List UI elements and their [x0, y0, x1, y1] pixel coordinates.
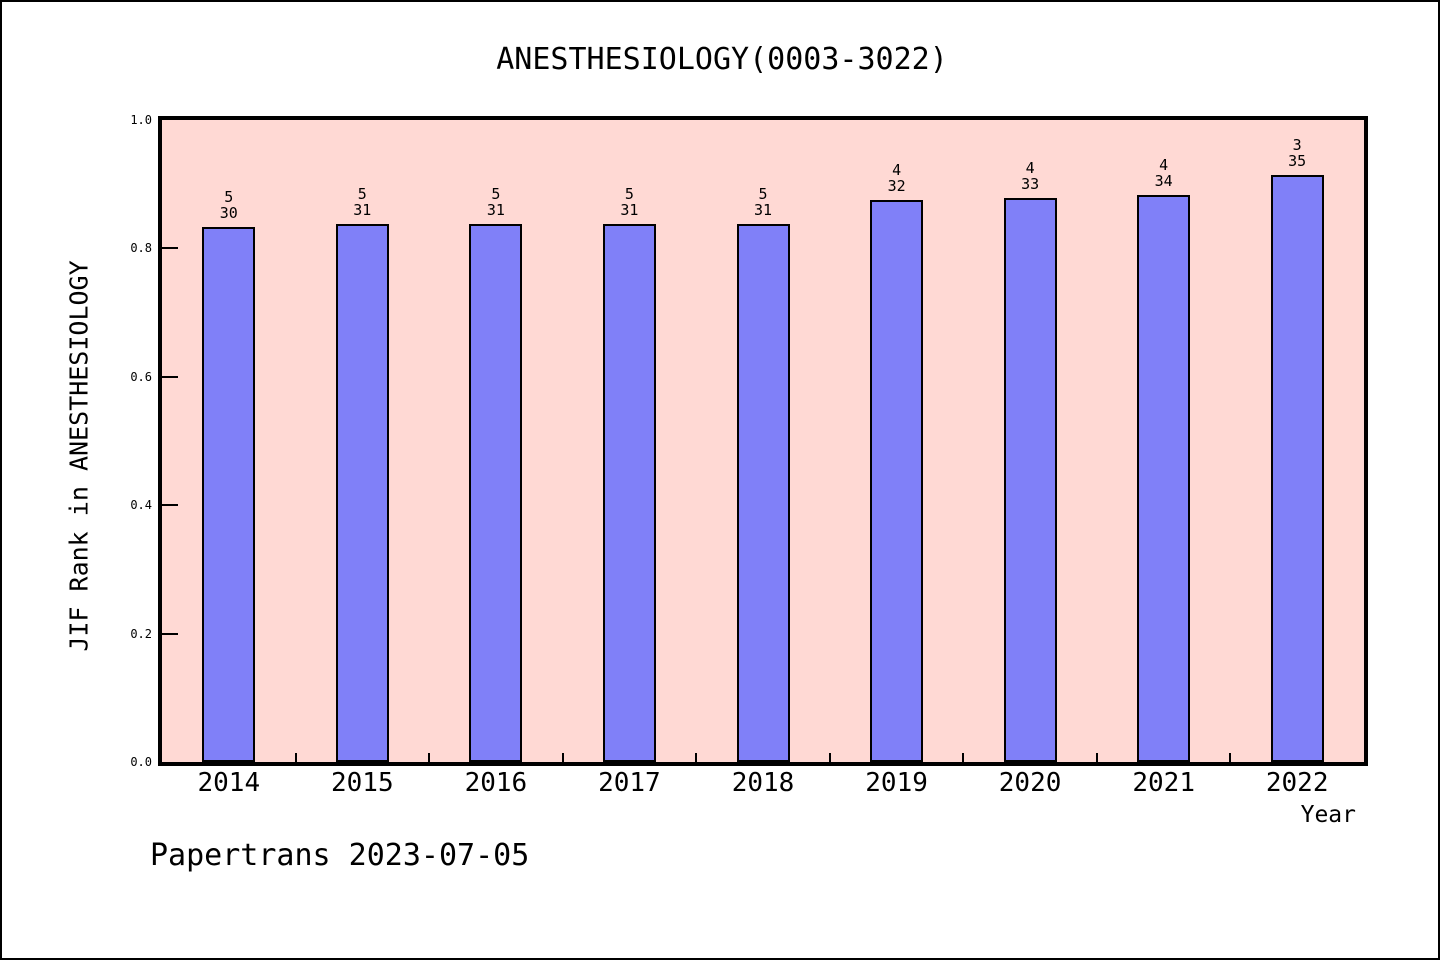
y-tick: [162, 632, 178, 635]
x-tick-label: 2022: [1265, 768, 1329, 798]
bar-label-total: 31: [620, 201, 639, 219]
bar-label: 5 31: [584, 186, 674, 218]
chart-bar: [335, 224, 389, 762]
bar-label: 4 33: [985, 160, 1075, 192]
y-tick-label: 0.6: [130, 369, 152, 384]
y-tick-label: 0.4: [130, 498, 152, 513]
y-tick: [162, 375, 178, 378]
y-tick-label: 0.2: [130, 626, 152, 641]
chart-bar: [870, 200, 924, 762]
bar-label-rank: 5: [491, 185, 501, 203]
bar-label: 5 31: [718, 186, 808, 218]
bar-label-rank: 5: [224, 188, 234, 206]
x-axis-label: Year: [1300, 802, 1356, 828]
bar-label-rank: 5: [357, 185, 367, 203]
x-tick-label: 2021: [1132, 768, 1195, 798]
x-tick-label: 2019: [865, 768, 928, 798]
x-tick-label: 2018: [731, 768, 795, 798]
chart-bar: [1003, 198, 1057, 762]
x-minor-tick: [1229, 753, 1232, 762]
x-minor-tick: [294, 753, 297, 762]
x-tick-label: 2016: [464, 768, 528, 798]
chart-bar: [602, 224, 656, 762]
x-tick-label: 2015: [330, 768, 394, 798]
bar-label-rank: 4: [1025, 159, 1035, 177]
bar-label: 4 34: [1119, 157, 1209, 189]
bar-label-rank: 3: [1292, 136, 1302, 154]
bar-label-total: 32: [887, 177, 906, 195]
bar-label-total: 34: [1154, 172, 1173, 190]
y-tick-label: 1.0: [130, 113, 152, 127]
bar-label-rank: 4: [1159, 156, 1169, 174]
x-minor-tick: [428, 753, 431, 762]
chart-bar: [1137, 195, 1191, 762]
chart-bar: [1270, 175, 1324, 762]
bar-label: 4 32: [852, 162, 942, 194]
y-tick: [162, 504, 178, 507]
x-tick-label: 2020: [998, 768, 1062, 798]
bar-label-total: 30: [219, 204, 238, 222]
y-tick: [162, 247, 178, 250]
bar-label-total: 31: [486, 201, 505, 219]
x-minor-tick: [1095, 753, 1098, 762]
x-tick-label: 2017: [598, 768, 661, 798]
bar-label-total: 33: [1021, 175, 1040, 193]
x-tick-label: 2014: [197, 768, 261, 798]
x-minor-tick: [828, 753, 831, 762]
y-tick-label: 0.8: [130, 241, 152, 256]
chart-title: ANESTHESIOLOGY(0003-3022): [496, 42, 948, 77]
chart-bar: [202, 227, 256, 762]
chart-bar: [469, 224, 523, 762]
x-minor-tick: [962, 753, 965, 762]
bar-label: 3 35: [1252, 137, 1342, 169]
chart-bar: [736, 224, 790, 762]
bar-label-rank: 4: [892, 161, 902, 179]
y-tick-label: 0.0: [130, 755, 152, 769]
y-axis-label: JIF Rank in ANESTHESIOLOGY: [64, 260, 94, 652]
plot-area: 5 30 2014 5 31 2015 5 31 2016 5 31 2017 5 31 2018 4 32 20…: [130, 113, 1364, 798]
bar-label-rank: 5: [624, 185, 634, 203]
bar-label-total: 35: [1288, 152, 1307, 170]
bar-label-total: 31: [353, 201, 372, 219]
bar-label: 5 31: [317, 186, 407, 218]
x-minor-tick: [561, 753, 564, 762]
footer-note: Papertrans 2023-07-05: [150, 838, 530, 873]
bar-label-total: 31: [753, 201, 773, 219]
x-minor-tick: [695, 753, 698, 762]
bar-label: 5 31: [451, 186, 541, 218]
bar-label: 5 30: [184, 189, 274, 221]
bar-label-rank: 5: [758, 185, 768, 203]
